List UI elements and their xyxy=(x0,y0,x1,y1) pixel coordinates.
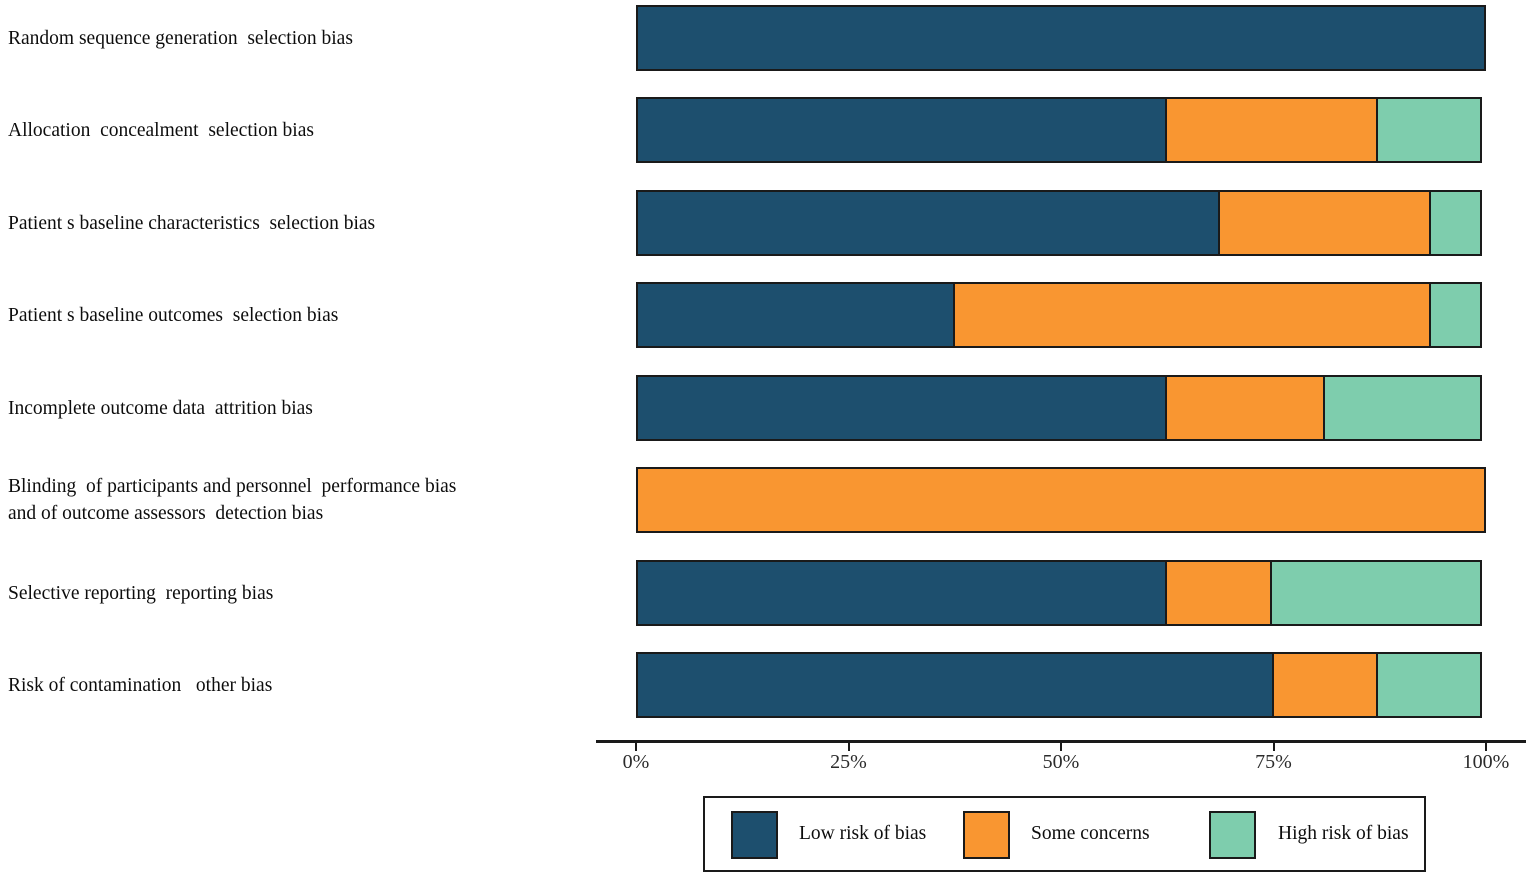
bar-segment-some-concerns xyxy=(1271,652,1378,718)
bar-segment-high-risk xyxy=(1269,560,1482,626)
axis-tick-label: 25% xyxy=(830,751,867,773)
axis-tick-label: 0% xyxy=(622,751,650,773)
axis-tick-label: 75% xyxy=(1255,751,1292,773)
bar-segment-high-risk xyxy=(1428,282,1482,348)
bar-segment-high-risk xyxy=(1428,190,1482,256)
category-label: Patient s baseline characteristics selec… xyxy=(8,212,376,234)
bar-segment-some-concerns xyxy=(1165,560,1272,626)
stacked-bar xyxy=(636,467,1486,533)
stacked-bar xyxy=(636,97,1486,163)
bar-segment-low-risk xyxy=(636,5,1486,71)
bar-segment-low-risk xyxy=(636,190,1221,256)
legend-swatch-some-concerns xyxy=(963,811,1010,859)
legend-label: Some concerns xyxy=(1031,823,1150,844)
bar-segment-low-risk xyxy=(636,375,1168,441)
bar-segment-some-concerns xyxy=(952,282,1431,348)
axis-tick-label: 50% xyxy=(1042,751,1080,773)
bar-segment-high-risk xyxy=(1322,375,1482,441)
legend-label: High risk of bias xyxy=(1278,823,1409,844)
stacked-bar xyxy=(636,560,1486,626)
bar-segment-low-risk xyxy=(636,652,1274,718)
bar-segment-high-risk xyxy=(1375,652,1482,718)
category-label: Selective reporting reporting bias xyxy=(8,582,274,604)
stacked-bar xyxy=(636,375,1486,441)
axis-tick xyxy=(847,740,850,751)
category-label: Incomplete outcome data attrition bias xyxy=(8,397,313,419)
bar-segment-low-risk xyxy=(636,560,1168,626)
axis-tick xyxy=(1485,740,1487,751)
axis-tick xyxy=(1060,740,1062,751)
stacked-bar xyxy=(636,5,1486,71)
axis-tick xyxy=(1272,740,1275,751)
legend-box: Low risk of bias Some concerns High risk o… xyxy=(703,796,1426,872)
bar-segment-some-concerns xyxy=(1218,190,1431,256)
axis-tick-label: 100% xyxy=(1462,751,1510,773)
stacked-bar xyxy=(636,282,1486,348)
legend-swatch-low-risk-of-bias xyxy=(731,811,778,859)
legend-label: Low risk of bias xyxy=(799,823,927,844)
category-label: Random sequence generation selection bia… xyxy=(8,27,353,49)
bar-segment-some-concerns xyxy=(1165,97,1378,163)
category-label: Allocation concealment selection bias xyxy=(8,119,314,141)
stacked-bar xyxy=(636,652,1486,718)
category-label: Risk of contamination other bias xyxy=(8,674,273,696)
category-label: Blinding of participants and personnel p… xyxy=(8,476,457,524)
bar-segment-low-risk xyxy=(636,97,1168,163)
stacked-bar xyxy=(636,190,1486,256)
bar-segment-low-risk xyxy=(636,282,955,348)
legend-swatch-high-risk-of-bias xyxy=(1209,811,1256,859)
axis-tick xyxy=(635,740,637,751)
bar-segment-some-concerns xyxy=(636,467,1486,533)
category-label: Patient s baseline outcomes selection bi… xyxy=(8,304,339,326)
bar-segment-high-risk xyxy=(1375,97,1482,163)
bar-segment-some-concerns xyxy=(1165,375,1325,441)
